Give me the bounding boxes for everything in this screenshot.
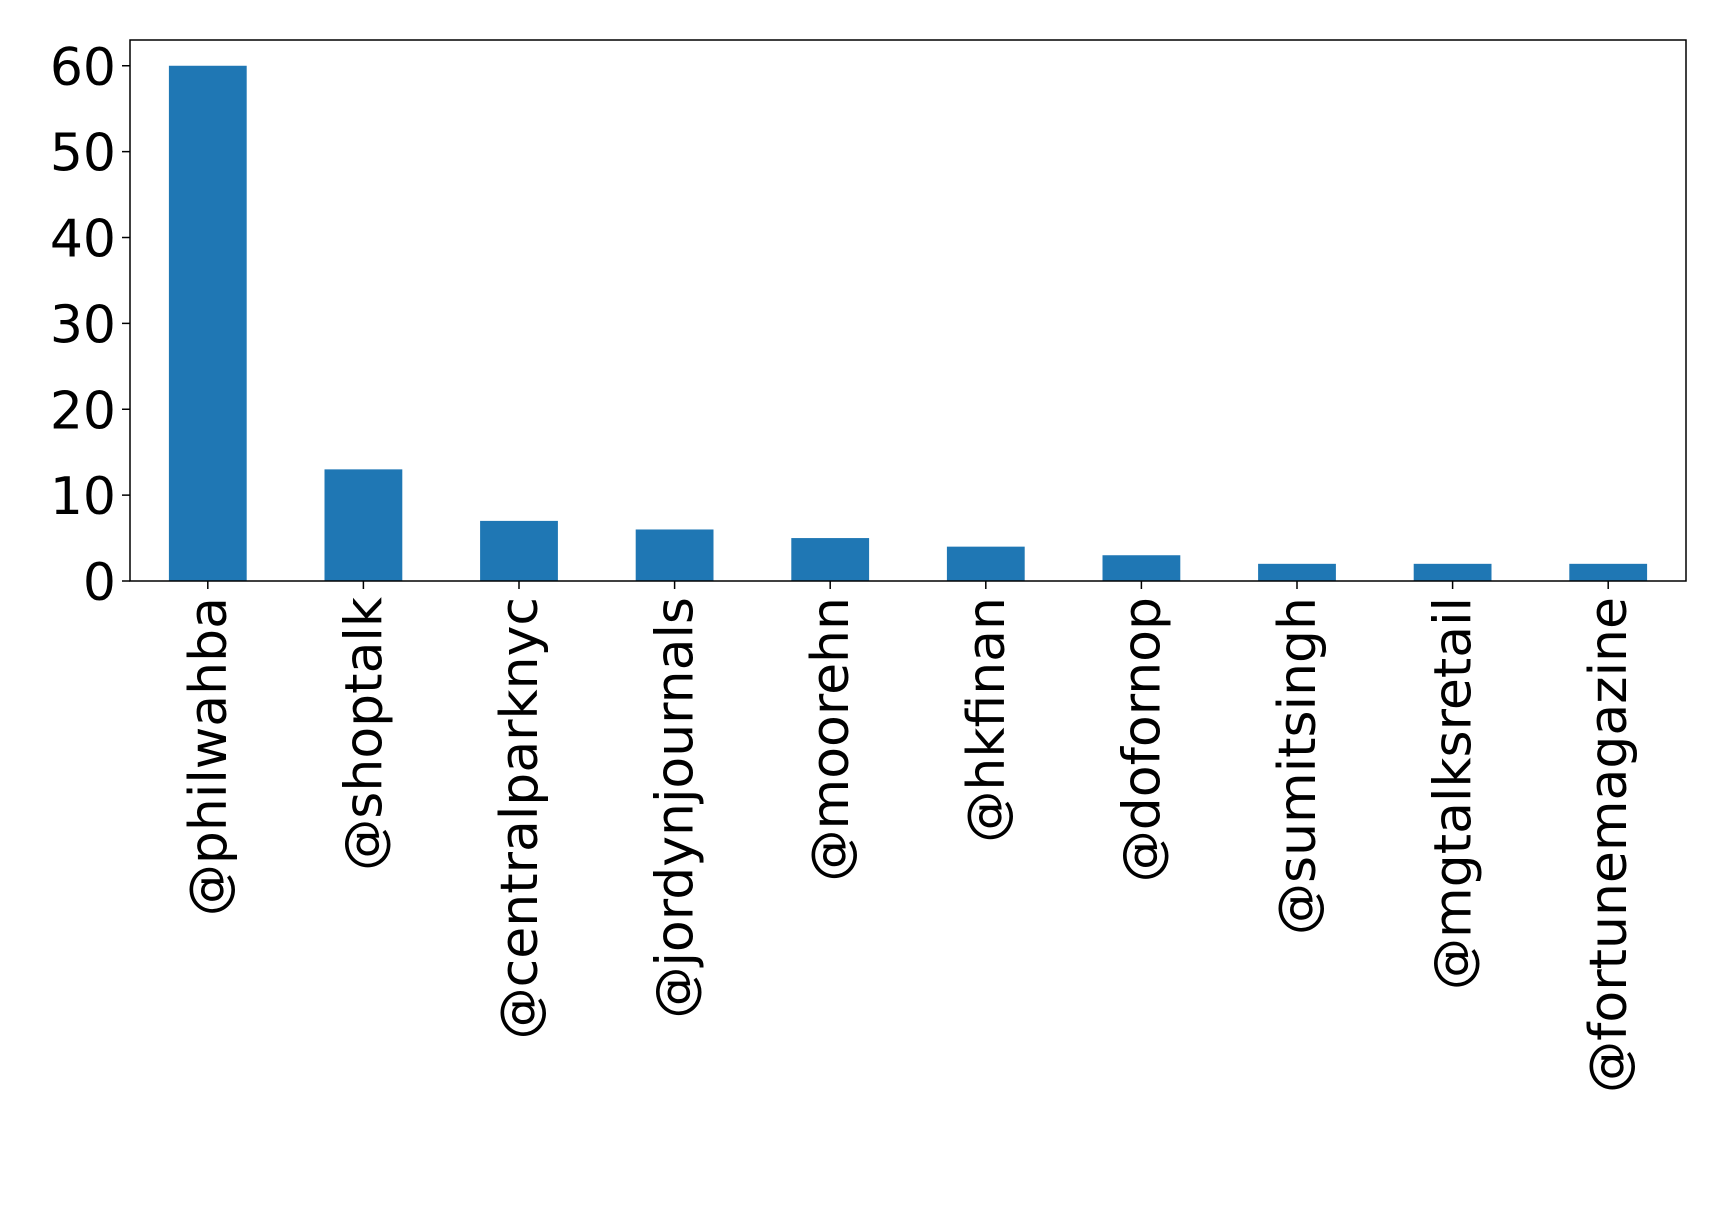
x-tick-label: @jordynjournals bbox=[646, 597, 706, 1019]
x-tick-label: @moorehn bbox=[801, 597, 861, 881]
x-tick-label: @shoptalk bbox=[334, 597, 394, 871]
x-axis: @philwahba @shoptalk @centralparknyc @jordy… bbox=[179, 581, 1639, 1093]
bar-sumitsingh bbox=[1258, 563, 1336, 581]
y-tick-label: 40 bbox=[50, 210, 116, 270]
y-axis: 0 10 20 30 40 50 60 bbox=[50, 38, 130, 613]
bar-dofornop bbox=[1102, 555, 1181, 581]
x-tick-label: @fortunemagazine bbox=[1579, 597, 1639, 1093]
x-tick-label: @mgtalksretail bbox=[1424, 597, 1484, 990]
bar-mgtalksretail bbox=[1413, 563, 1492, 581]
x-tick-label: @sumitsingh bbox=[1268, 597, 1328, 935]
bar-hkfinan bbox=[946, 546, 1025, 581]
bar-philwahba bbox=[168, 65, 247, 581]
plot-frame bbox=[129, 39, 1687, 582]
x-tick-label: @philwahba bbox=[179, 597, 239, 916]
bar-centralparknyc bbox=[480, 520, 558, 581]
y-tick-label: 60 bbox=[50, 38, 116, 98]
bar-shoptalk bbox=[324, 469, 403, 581]
y-tick-label: 0 bbox=[83, 553, 116, 613]
y-tick-label: 20 bbox=[50, 381, 116, 441]
y-tick-label: 10 bbox=[50, 467, 116, 527]
bar-moorehn bbox=[791, 538, 870, 581]
x-tick-label: @dofornop bbox=[1112, 597, 1172, 882]
y-tick-label: 50 bbox=[50, 124, 116, 184]
x-tick-label: @centralparknyc bbox=[490, 597, 550, 1039]
bar-fortunemagazine bbox=[1569, 563, 1648, 581]
y-tick-label: 30 bbox=[50, 295, 116, 355]
bar-jordynjournals bbox=[635, 529, 714, 581]
bars-group bbox=[168, 65, 1648, 581]
x-tick-label: @hkfinan bbox=[957, 597, 1017, 843]
